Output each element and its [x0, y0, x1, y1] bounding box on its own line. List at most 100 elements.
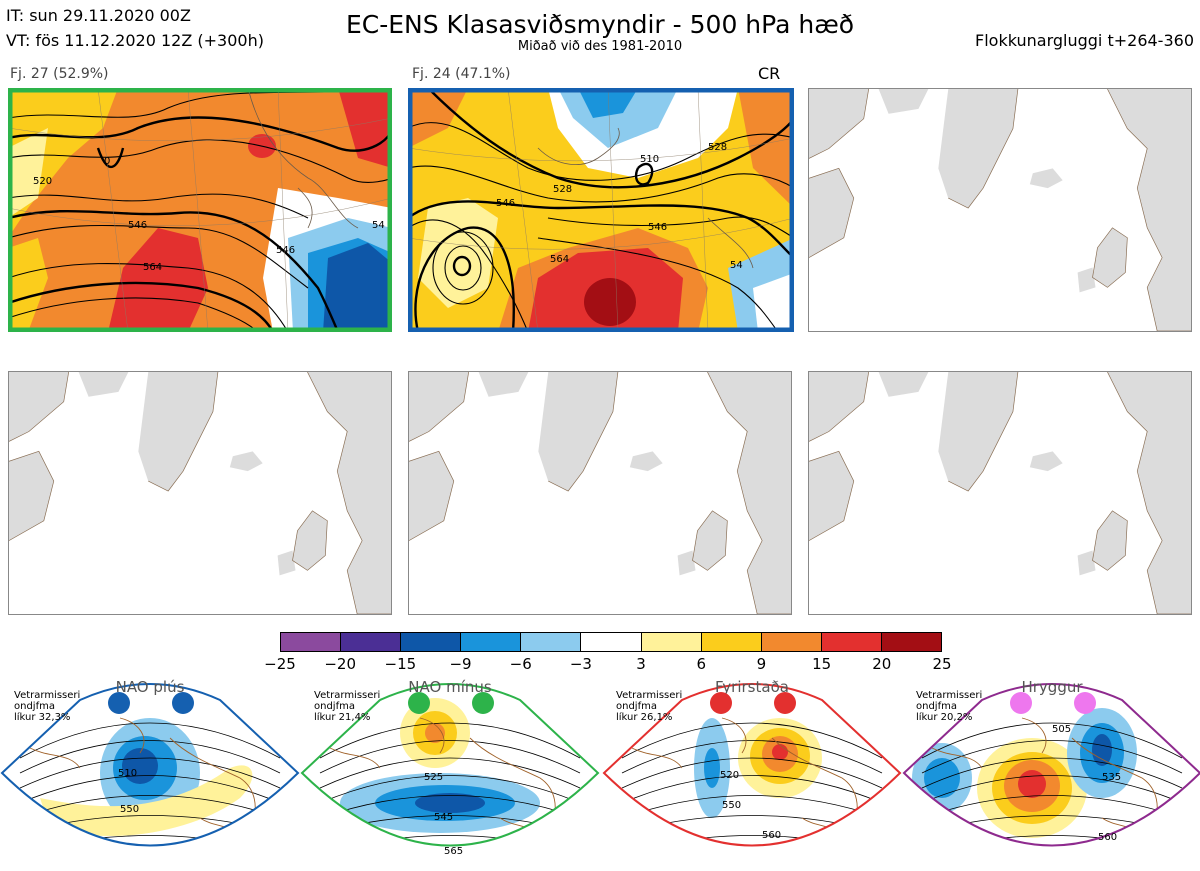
- empty-base-map-1: [808, 88, 1192, 332]
- regime-title: Hryggur: [1021, 678, 1083, 696]
- colorbar-swatch: [641, 633, 702, 651]
- colorbar-tick-label: −3: [569, 655, 592, 673]
- colorbar: [280, 632, 942, 652]
- regime-frame: [300, 683, 600, 847]
- regime-note-line: Vetrarmisseri: [616, 690, 683, 701]
- colorbar-tick-label: −20: [324, 655, 356, 673]
- regime-marker-dot: [408, 692, 430, 714]
- regime-contour-label: 520: [720, 770, 739, 781]
- contour-label: 528: [708, 142, 727, 153]
- regime-marker-dot: [472, 692, 494, 714]
- colorbar-tick-label: 15: [812, 655, 832, 673]
- classification-window: Flokkunargluggi t+264-360: [975, 31, 1194, 50]
- regime-contour-label: 550: [120, 804, 139, 815]
- contour-label: 564: [143, 262, 162, 273]
- regime-marker-dot: [1074, 692, 1096, 714]
- regime-note-line: ondjfma: [616, 701, 657, 712]
- regime-note-line: líkur 21,4%: [314, 712, 371, 723]
- regime-contour-label: 560: [762, 830, 781, 841]
- regime-note: Vetrarmisseri ondjfma líkur 26,1%: [616, 690, 682, 723]
- colorbar-swatch: [581, 633, 642, 651]
- regime-note-line: Vetrarmisseri: [14, 690, 81, 701]
- empty-base-map-2: [8, 371, 392, 615]
- colorbar-tick-label: −25: [264, 655, 296, 673]
- colorbar-tick-label: −15: [384, 655, 417, 673]
- colorbar-tick-label: −9: [449, 655, 472, 673]
- contour-label: 546: [276, 245, 295, 256]
- regime-panel[interactable]: 505 535 560 Hryggur Vetrarmisseri ondjfma …: [902, 678, 1200, 871]
- regime-note-line: líkur 32,3%: [14, 712, 71, 723]
- regime-panel[interactable]: 510 550 NAO plús Vetrarmisseri ondjfma lí…: [0, 678, 300, 871]
- colorbar-swatch: [761, 633, 822, 651]
- initial-time: IT: sun 29.11.2020 00Z: [6, 6, 191, 25]
- regime-note: Vetrarmisseri ondjfma líkur 20,2%: [916, 690, 982, 723]
- empty-base-map-4: [808, 371, 1192, 615]
- contour-label: 54: [372, 220, 385, 231]
- regime-note-line: líkur 20,2%: [916, 712, 973, 723]
- regime-contour-label: 560: [1098, 832, 1117, 843]
- regime-panel[interactable]: 525 545 565 NAO mínus Vetrarmisseri ondjfm…: [300, 678, 600, 871]
- valid-time: VT: fös 11.12.2020 12Z (+300h): [6, 31, 264, 50]
- cluster-map-2[interactable]: 510 528 528 546 564 546 54: [408, 88, 794, 332]
- regime-contour-label: 565: [444, 846, 463, 857]
- regime-note-line: ondjfma: [314, 701, 355, 712]
- regime-note-line: ondjfma: [916, 701, 957, 712]
- cluster-map-1[interactable]: 520 546 564 0 54 546: [8, 88, 392, 332]
- regime-note: Vetrarmisseri ondjfma líkur 32,3%: [14, 690, 80, 723]
- regime-title: Fyrirstaða: [715, 678, 789, 696]
- colorbar-swatch: [701, 633, 762, 651]
- colorbar-swatch: [401, 633, 462, 651]
- regime-panel[interactable]: 520 550 560 Fyrirstaða Vetrarmisseri ondjf…: [602, 678, 902, 871]
- regime-contour-label: 525: [424, 772, 443, 783]
- panel-2-tag: CR: [758, 64, 781, 83]
- page-title: EC-ENS Klasasviðsmyndir - 500 hPa hæð: [345, 10, 855, 39]
- colorbar-swatch: [461, 633, 522, 651]
- colorbar-swatch: [881, 633, 942, 651]
- regime-marker-dot: [172, 692, 194, 714]
- contour-label: 520: [33, 176, 52, 187]
- regime-marker-dot: [1010, 692, 1032, 714]
- regime-marker-dot: [108, 692, 130, 714]
- regime-frame: [0, 683, 300, 847]
- contour-label: 564: [550, 254, 569, 265]
- regime-note-line: Vetrarmisseri: [314, 690, 381, 701]
- empty-base-map-3: [408, 371, 792, 615]
- regime-title: NAO mínus: [408, 678, 492, 696]
- regime-contour-label: 505: [1052, 724, 1071, 735]
- colorbar-tick-label: 25: [932, 655, 952, 673]
- colorbar-tick-label: −6: [509, 655, 532, 673]
- regime-contour-label: 550: [722, 800, 741, 811]
- regime-contour-label: 510: [118, 768, 137, 779]
- cluster-map-2-canvas: 510 528 528 546 564 546 54: [408, 88, 794, 332]
- contour-label: 546: [648, 222, 667, 233]
- colorbar-swatch: [521, 633, 582, 651]
- colorbar-tick-label: 20: [872, 655, 892, 673]
- colorbar-swatch: [341, 633, 402, 651]
- regime-contour-label: 535: [1102, 772, 1121, 783]
- panel-2-label: Fj. 24 (47.1%): [412, 66, 511, 82]
- regime-title: NAO plús: [115, 678, 185, 696]
- regime-marker-dot: [774, 692, 796, 714]
- regime-note-line: ondjfma: [14, 701, 55, 712]
- colorbar-swatch: [821, 633, 882, 651]
- regime-frame: [902, 683, 1200, 847]
- regime-frame: [602, 683, 902, 847]
- colorbar-tick-label: 9: [756, 655, 767, 673]
- colorbar-swatch: [281, 633, 342, 651]
- panel-1-label: Fj. 27 (52.9%): [10, 66, 109, 82]
- colorbar-tick-label: 3: [636, 655, 646, 673]
- regime-note-line: Vetrarmisseri: [916, 690, 983, 701]
- colorbar-tick-label: 6: [696, 655, 707, 673]
- regime-note-line: líkur 26,1%: [616, 712, 673, 723]
- contour-label: 510: [640, 154, 659, 165]
- cluster-map-1-canvas: 520 546 564 0 54 546: [8, 88, 392, 332]
- contour-label: 546: [496, 198, 515, 209]
- regime-marker-dot: [710, 692, 732, 714]
- page-subtitle: Miðað við des 1981-2010: [517, 39, 683, 54]
- regime-diagram: 520 550 560: [602, 683, 902, 847]
- regime-diagram: 525 545 565: [300, 683, 600, 857]
- regime-diagram: 505 535 560: [902, 683, 1200, 847]
- regime-contour-label: 545: [434, 812, 453, 823]
- contour-label: 0: [104, 156, 110, 167]
- regime-note: Vetrarmisseri ondjfma líkur 21,4%: [314, 690, 380, 723]
